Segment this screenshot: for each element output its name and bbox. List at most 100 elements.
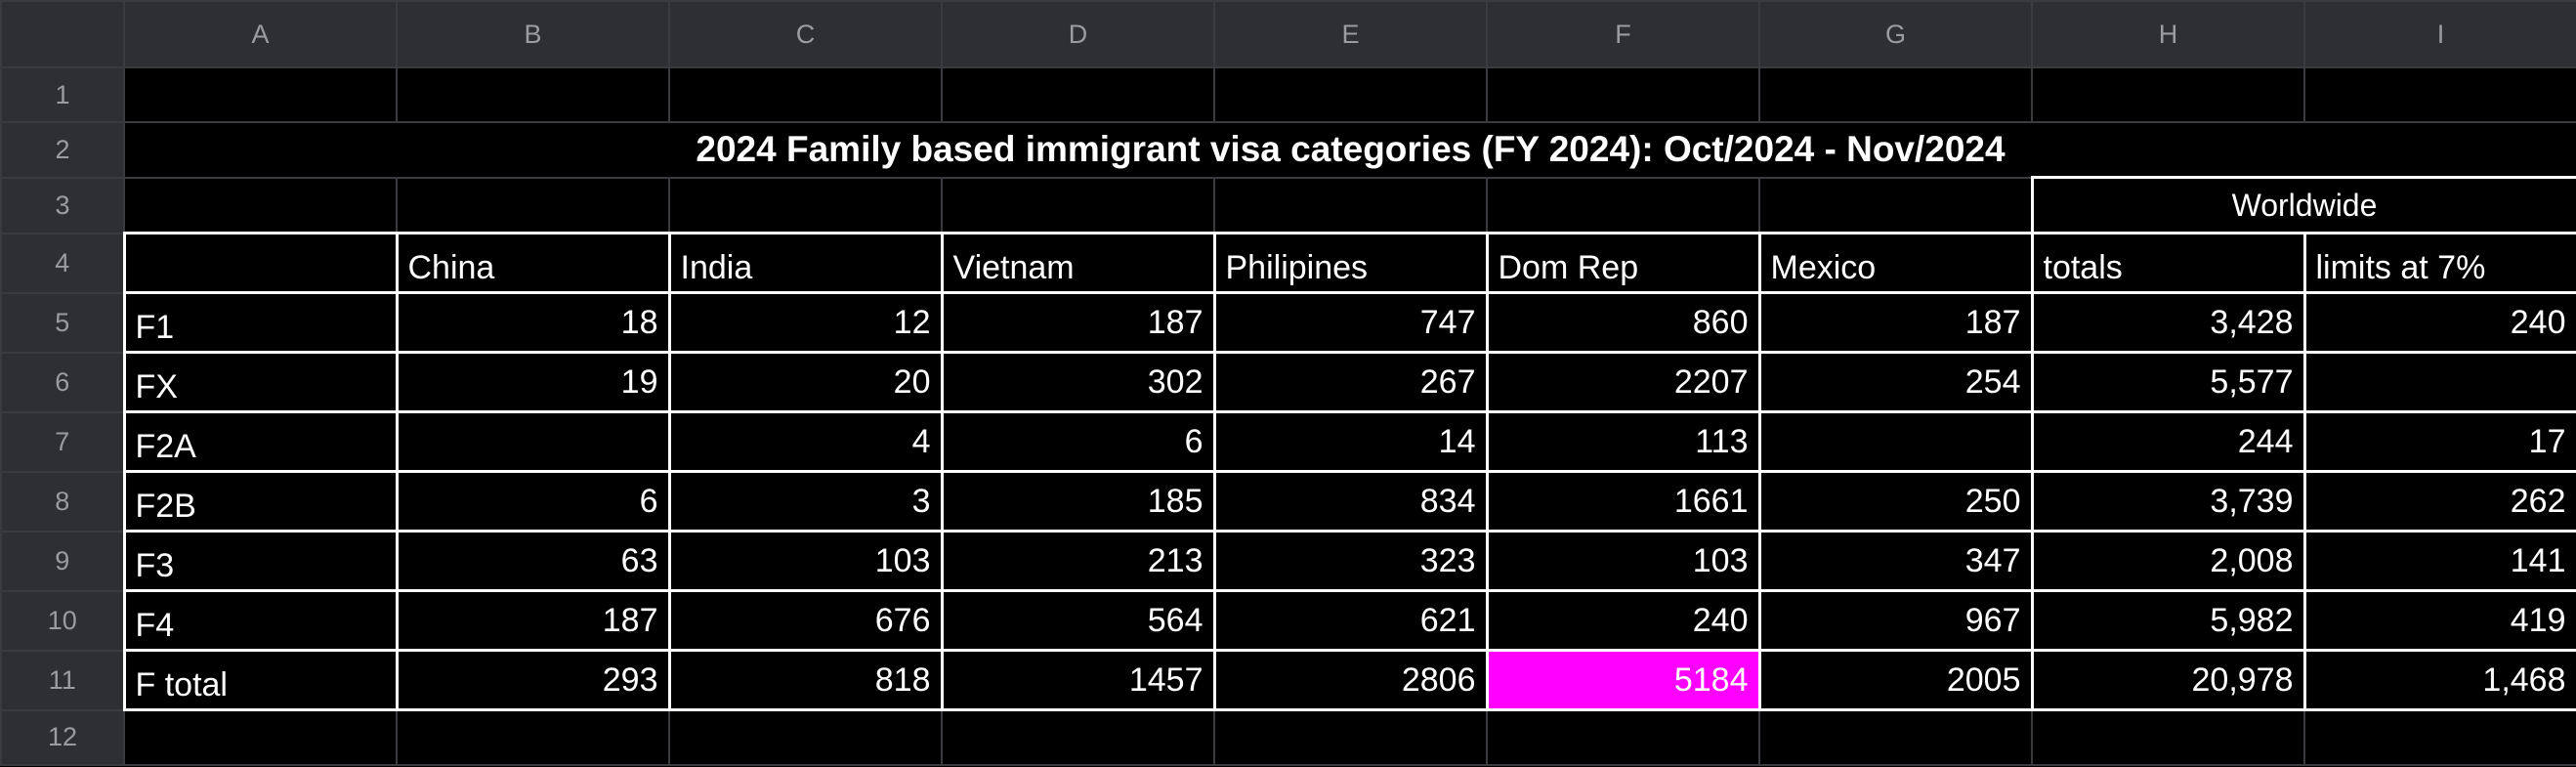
data-cell[interactable]: 262 xyxy=(2302,470,2576,533)
category-label[interactable]: FX xyxy=(122,351,399,413)
column-header-b[interactable]: B xyxy=(396,0,670,68)
category-label[interactable]: F2A xyxy=(122,410,399,473)
row-header[interactable]: 4 xyxy=(0,232,125,294)
row-header[interactable]: 12 xyxy=(0,708,125,766)
data-cell[interactable]: 254 xyxy=(1757,351,2034,413)
cell-empty[interactable] xyxy=(668,708,943,766)
data-cell[interactable]: 2,008 xyxy=(2030,530,2306,592)
data-cell[interactable]: 63 xyxy=(395,530,671,592)
column-header-g[interactable]: G xyxy=(1758,0,2033,68)
data-cell[interactable]: 564 xyxy=(940,589,1216,652)
row-header[interactable]: 6 xyxy=(0,351,125,413)
column-header-c[interactable]: C xyxy=(668,0,943,68)
data-cell[interactable]: 3,739 xyxy=(2030,470,2306,533)
cell-empty[interactable] xyxy=(941,708,1215,766)
column-label[interactable]: limits at 7% xyxy=(2302,232,2576,294)
data-cell[interactable]: 967 xyxy=(1757,589,2034,652)
data-cell[interactable]: 14 xyxy=(1212,410,1489,473)
data-cell[interactable]: 20 xyxy=(667,351,944,413)
column-label[interactable]: Dom Rep xyxy=(1485,232,1761,294)
column-header-e[interactable]: E xyxy=(1213,0,1488,68)
cell-empty[interactable] xyxy=(123,176,398,234)
row-header[interactable]: 8 xyxy=(0,470,125,533)
row-header[interactable]: 3 xyxy=(0,176,125,234)
data-cell[interactable]: 747 xyxy=(1212,291,1489,354)
data-cell[interactable]: 347 xyxy=(1757,530,2034,592)
data-cell[interactable]: 621 xyxy=(1212,589,1489,652)
cell-empty[interactable] xyxy=(2031,708,2305,766)
data-cell[interactable]: 12 xyxy=(667,291,944,354)
cell-empty[interactable] xyxy=(1486,708,1760,766)
data-cell[interactable]: 419 xyxy=(2302,589,2576,652)
data-cell[interactable]: 2207 xyxy=(1485,351,1761,413)
cell-empty[interactable] xyxy=(941,176,1215,234)
column-header-h[interactable]: H xyxy=(2031,0,2305,68)
data-cell[interactable]: 103 xyxy=(667,530,944,592)
data-cell[interactable]: 20,978 xyxy=(2030,649,2306,711)
sheet-title[interactable]: 2024 Family based immigrant visa categor… xyxy=(123,121,2576,179)
cell-empty[interactable] xyxy=(1213,708,1488,766)
column-header-f[interactable]: F xyxy=(1486,0,1760,68)
cell-empty[interactable] xyxy=(1213,66,1488,123)
data-cell[interactable]: 187 xyxy=(940,291,1216,354)
data-cell[interactable] xyxy=(395,410,671,473)
cell-empty[interactable] xyxy=(1758,708,2033,766)
column-header-a[interactable]: A xyxy=(123,0,398,68)
row-header[interactable]: 1 xyxy=(0,66,125,123)
data-cell[interactable]: 2005 xyxy=(1757,649,2034,711)
cell-empty[interactable] xyxy=(2031,66,2305,123)
data-cell[interactable]: 5,577 xyxy=(2030,351,2306,413)
cell-empty[interactable] xyxy=(396,708,670,766)
row-header[interactable]: 2 xyxy=(0,121,125,179)
data-cell[interactable]: 2806 xyxy=(1212,649,1489,711)
data-cell[interactable]: 6 xyxy=(395,470,671,533)
category-label[interactable]: F3 xyxy=(122,530,399,592)
cell-empty[interactable] xyxy=(123,66,398,123)
data-cell[interactable]: 860 xyxy=(1485,291,1761,354)
cell-empty[interactable] xyxy=(396,176,670,234)
cell-empty[interactable] xyxy=(1486,66,1760,123)
column-label[interactable]: totals xyxy=(2030,232,2306,294)
row-header[interactable]: 9 xyxy=(0,530,125,592)
data-cell[interactable]: 187 xyxy=(395,589,671,652)
data-cell[interactable]: 103 xyxy=(1485,530,1761,592)
worldwide-header[interactable]: Worldwide xyxy=(2030,176,2576,234)
cell-empty[interactable] xyxy=(1758,176,2033,234)
data-cell[interactable]: 5,982 xyxy=(2030,589,2306,652)
data-cell[interactable]: 834 xyxy=(1212,470,1489,533)
data-cell[interactable]: 1457 xyxy=(940,649,1216,711)
category-label[interactable]: F4 xyxy=(122,589,399,652)
data-cell[interactable]: 267 xyxy=(1212,351,1489,413)
row-header[interactable]: 7 xyxy=(0,410,125,473)
column-header-i[interactable]: I xyxy=(2303,0,2576,68)
select-all-corner[interactable] xyxy=(0,0,125,68)
cell-empty[interactable] xyxy=(1758,66,2033,123)
data-cell[interactable]: 19 xyxy=(395,351,671,413)
cell-empty[interactable] xyxy=(2303,708,2576,766)
row-header[interactable]: 11 xyxy=(0,649,125,711)
cell-empty[interactable] xyxy=(941,66,1215,123)
cell-empty[interactable] xyxy=(123,708,398,766)
cell-empty[interactable] xyxy=(668,176,943,234)
category-label[interactable]: F2B xyxy=(122,470,399,533)
row-header[interactable]: 5 xyxy=(0,291,125,354)
data-cell[interactable]: 185 xyxy=(940,470,1216,533)
data-cell[interactable]: 17 xyxy=(2302,410,2576,473)
data-cell[interactable]: 187 xyxy=(1757,291,2034,354)
data-cell[interactable]: 3 xyxy=(667,470,944,533)
data-cell[interactable]: 6 xyxy=(940,410,1216,473)
category-label[interactable]: F total xyxy=(122,649,399,711)
data-cell[interactable]: 323 xyxy=(1212,530,1489,592)
data-cell[interactable]: 244 xyxy=(2030,410,2306,473)
data-cell[interactable]: 4 xyxy=(667,410,944,473)
data-cell[interactable]: 1661 xyxy=(1485,470,1761,533)
column-label[interactable] xyxy=(122,232,399,294)
row-header[interactable]: 10 xyxy=(0,589,125,652)
data-cell[interactable]: 240 xyxy=(1485,589,1761,652)
data-cell[interactable]: 18 xyxy=(395,291,671,354)
column-label[interactable]: India xyxy=(667,232,944,294)
cell-empty[interactable] xyxy=(1213,176,1488,234)
data-cell[interactable]: 293 xyxy=(395,649,671,711)
column-header-d[interactable]: D xyxy=(941,0,1215,68)
data-cell[interactable]: 676 xyxy=(667,589,944,652)
